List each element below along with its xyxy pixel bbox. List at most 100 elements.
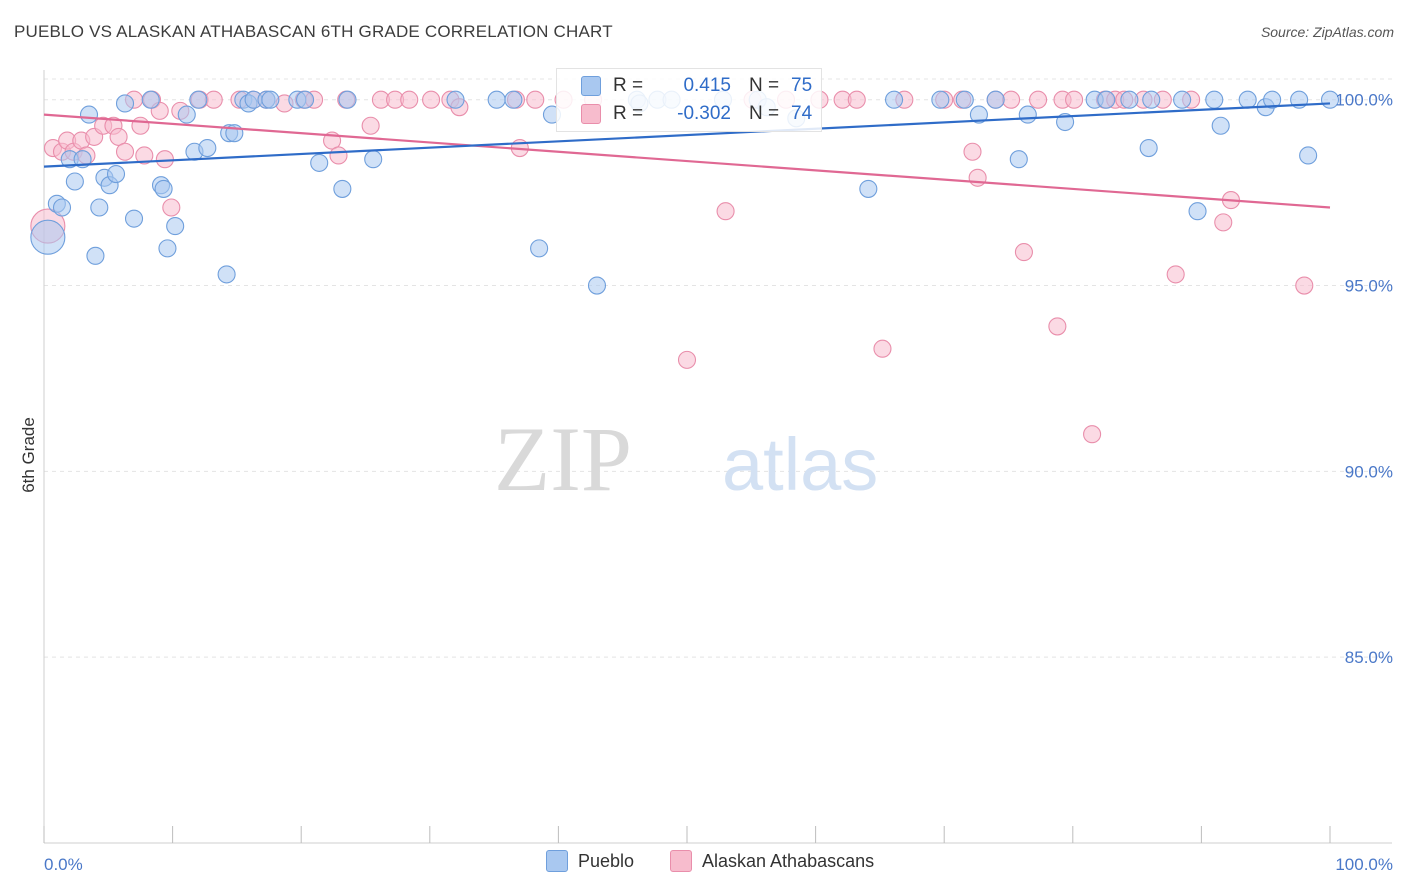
bottom-legend-swatch-alaskan — [670, 850, 692, 872]
y-tick-label: 95.0% — [1345, 277, 1393, 296]
legend-r-value: -0.302 — [677, 103, 731, 124]
pueblo-point — [154, 179, 173, 198]
pueblo-point — [141, 90, 160, 109]
alaskan-athabascans-point — [361, 116, 380, 135]
pueblo-point — [261, 90, 280, 109]
pueblo-point — [124, 209, 144, 228]
trend-lines — [43, 102, 1331, 209]
source-label: Source: ZipAtlas.com — [1260, 24, 1394, 40]
pueblo-point — [487, 90, 506, 109]
pueblo-point — [884, 90, 904, 109]
y-tick-label: 85.0% — [1345, 648, 1393, 667]
alaskan-athabascans-point — [329, 146, 348, 165]
pueblo-point — [79, 105, 99, 124]
pueblo-point — [859, 179, 878, 198]
pueblo-point — [296, 90, 315, 109]
legend-swatch-alaskan — [581, 104, 601, 124]
legend-n-label: N = — [749, 103, 780, 124]
legend-r-label: R = — [613, 75, 644, 96]
alaskan-athabascans-point — [968, 168, 987, 187]
pueblo-point — [198, 138, 217, 158]
pueblo-point — [166, 217, 185, 236]
pueblo-point — [86, 246, 105, 265]
alaskan-athabascans-point — [1014, 243, 1033, 262]
tick-labels: 100.0% 95.0% 90.0% 85.0% 0.0% 100.0% — [44, 91, 1393, 874]
pueblo-point — [1263, 90, 1282, 109]
pueblo-trend-line — [43, 102, 1331, 168]
pueblo-point — [52, 198, 72, 217]
y-tick-label: 90.0% — [1345, 462, 1393, 481]
alaskan-athabascans-point — [155, 150, 174, 169]
bottom-legend-label-pueblo: Pueblo — [578, 850, 635, 871]
pueblo-point — [1238, 90, 1257, 109]
pueblo-point — [1009, 150, 1028, 169]
pueblo-point — [1056, 112, 1075, 132]
legend-n-value: 74 — [791, 103, 813, 124]
alaskan-athabascans-point — [115, 142, 135, 161]
x-tick-label-min: 0.0% — [44, 855, 83, 874]
legend-row-pueblo: R = 0.415 N = 75 — [581, 72, 812, 100]
pueblo-point — [1188, 202, 1207, 221]
legend-row-alaskan: R = -0.302 N = 74 — [581, 100, 812, 128]
pueblo-point — [1173, 90, 1192, 109]
watermark-zip: ZIP — [494, 408, 632, 510]
pueblo-point — [115, 94, 135, 113]
pueblo-point — [504, 90, 523, 109]
pueblo-point — [177, 105, 196, 124]
axes — [43, 70, 1392, 844]
y-axis-label: 6th Grade — [19, 417, 38, 493]
pueblo-point — [65, 172, 84, 191]
pueblo-point — [333, 179, 352, 198]
alaskan-athabascans-point — [131, 116, 150, 135]
alaskan-athabascans-point — [400, 90, 419, 109]
x-tick-label-max: 100.0% — [1335, 855, 1393, 874]
legend-r-label: R = — [613, 103, 644, 124]
alaskan-athabascans-point — [1002, 90, 1021, 109]
alaskan-athabascans-point — [716, 202, 735, 221]
chart-title: PUEBLO VS ALASKAN ATHABASCAN 6TH GRADE C… — [14, 22, 613, 41]
alaskan-athabascans-point — [1214, 213, 1233, 232]
pueblo-point — [30, 219, 66, 255]
pueblo-point — [955, 90, 974, 109]
pueblo-point — [1139, 138, 1158, 158]
alaskan-athabascans-point — [1166, 265, 1185, 284]
alaskan-athabascans-point — [847, 90, 866, 109]
alaskan-athabascans-point — [677, 350, 697, 369]
alaskan-athabascans-point — [963, 142, 982, 161]
legend-swatch-pueblo — [581, 76, 601, 96]
legend-r-value: 0.415 — [683, 75, 731, 96]
bottom-legend-swatch-pueblo — [546, 850, 568, 872]
pueblo-point — [1211, 116, 1230, 135]
y-tick-label: 100.0% — [1335, 91, 1393, 110]
alaskan-athabascans-trend-line — [43, 113, 1331, 209]
alaskan-athabascans-point — [135, 146, 154, 165]
bottom-legend-alaskan: Alaskan Athabascans — [670, 850, 874, 872]
pueblo-point — [587, 276, 607, 295]
legend-n-label: N = — [749, 75, 780, 96]
legend-n-value: 75 — [791, 75, 813, 96]
pueblo-point — [338, 90, 357, 109]
pueblo-point — [530, 239, 549, 258]
correlation-legend: R = 0.415 N = 75 R = -0.302 N = 74 — [556, 68, 822, 132]
bottom-legend-pueblo: Pueblo — [546, 850, 634, 872]
pueblo-point — [158, 239, 177, 258]
pueblo-point — [364, 150, 383, 169]
alaskan-athabascans-point — [162, 198, 181, 217]
pueblo-point — [1097, 90, 1116, 109]
pueblo-point — [1018, 105, 1037, 124]
pueblo-point — [1299, 146, 1318, 165]
alaskan-athabascans-point — [1065, 90, 1084, 109]
pueblo-point — [90, 198, 109, 217]
bottom-legend-label-alaskan: Alaskan Athabascans — [702, 850, 875, 871]
alaskan-athabascans-point — [204, 90, 223, 109]
pueblo-point — [217, 265, 236, 284]
pueblo-point — [931, 90, 950, 109]
alaskan-athabascans-point — [1029, 90, 1048, 109]
alaskan-athabascans-point — [1048, 317, 1067, 336]
pueblo-point — [446, 90, 465, 109]
gridlines — [44, 78, 1392, 658]
pueblo-point — [1120, 90, 1139, 109]
pueblo-point — [986, 90, 1005, 109]
alaskan-athabascans-point — [1083, 425, 1102, 444]
